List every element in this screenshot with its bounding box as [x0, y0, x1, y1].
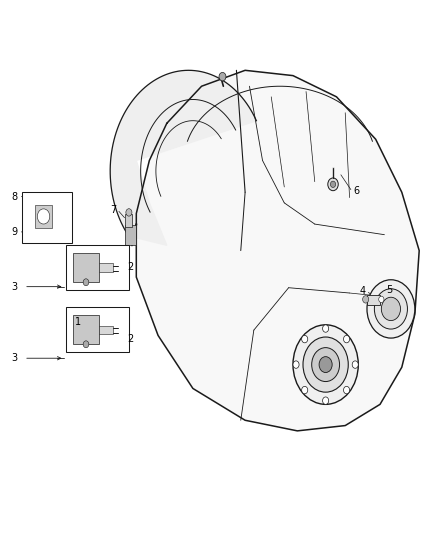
- Text: 3: 3: [11, 353, 18, 363]
- Text: 4: 4: [360, 286, 366, 296]
- Circle shape: [302, 386, 308, 394]
- Circle shape: [330, 181, 336, 188]
- Circle shape: [312, 348, 339, 382]
- Circle shape: [126, 209, 132, 216]
- Bar: [74, 316, 99, 344]
- Circle shape: [343, 335, 350, 343]
- Circle shape: [293, 325, 358, 405]
- Circle shape: [37, 209, 50, 224]
- Text: 5: 5: [386, 285, 393, 295]
- Circle shape: [374, 289, 407, 329]
- Circle shape: [352, 361, 358, 368]
- Bar: [22, 192, 72, 243]
- Text: 7: 7: [110, 205, 117, 215]
- Text: 2: 2: [127, 334, 134, 344]
- Bar: [35, 205, 52, 228]
- Bar: [125, 214, 132, 227]
- Bar: [367, 295, 380, 305]
- Text: 1: 1: [74, 317, 81, 327]
- Circle shape: [363, 296, 369, 303]
- Circle shape: [381, 297, 400, 320]
- Circle shape: [302, 335, 308, 343]
- Circle shape: [322, 397, 328, 405]
- Bar: [66, 245, 129, 290]
- Circle shape: [328, 178, 338, 191]
- Circle shape: [219, 72, 226, 81]
- Circle shape: [319, 357, 332, 373]
- Bar: [99, 263, 113, 272]
- Bar: [125, 225, 136, 245]
- Polygon shape: [110, 70, 256, 245]
- Text: 8: 8: [11, 191, 18, 201]
- Polygon shape: [136, 70, 419, 431]
- Bar: [74, 253, 99, 282]
- Text: 9: 9: [11, 227, 18, 237]
- Text: 3: 3: [11, 281, 18, 292]
- Circle shape: [303, 337, 348, 392]
- Circle shape: [367, 280, 415, 338]
- Circle shape: [83, 341, 89, 348]
- Text: 2: 2: [127, 262, 134, 271]
- Circle shape: [322, 325, 328, 332]
- Bar: [66, 308, 129, 352]
- Text: 6: 6: [353, 185, 359, 196]
- Circle shape: [379, 296, 384, 303]
- Bar: [99, 326, 113, 334]
- Circle shape: [343, 386, 350, 394]
- Circle shape: [293, 361, 299, 368]
- Circle shape: [83, 279, 89, 286]
